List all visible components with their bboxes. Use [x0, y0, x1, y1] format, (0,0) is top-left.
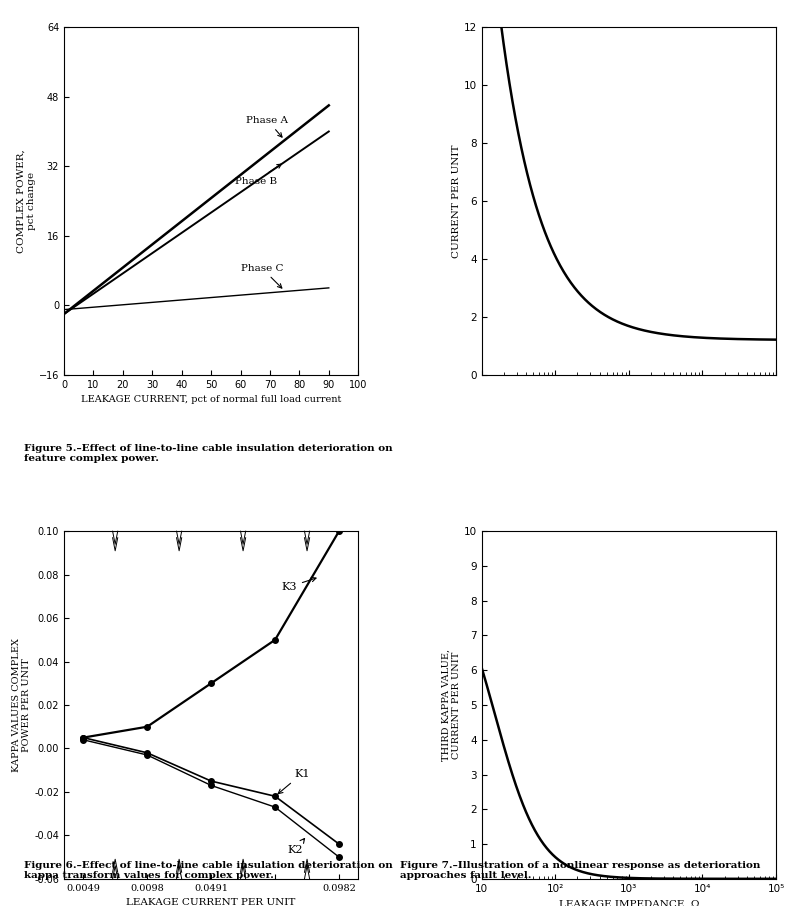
Text: Figure 6.–Effect of line-to-line cable insulation deterioration on
kappa transfo: Figure 6.–Effect of line-to-line cable i…: [24, 861, 393, 880]
Text: Phase C: Phase C: [241, 264, 283, 288]
X-axis label: LEAKAGE CURRENT, pct of normal full load current: LEAKAGE CURRENT, pct of normal full load…: [81, 395, 342, 404]
Text: K2: K2: [288, 839, 305, 854]
Y-axis label: CURRENT PER UNIT: CURRENT PER UNIT: [452, 144, 461, 257]
Y-axis label: THIRD KAPPA VALUE,
CURRENT PER UNIT: THIRD KAPPA VALUE, CURRENT PER UNIT: [442, 649, 461, 761]
Text: Figure 5.–Effect of line-to-line cable insulation deterioration on
feature compl: Figure 5.–Effect of line-to-line cable i…: [24, 444, 393, 463]
Text: Phase B: Phase B: [234, 164, 282, 186]
Text: K1: K1: [278, 768, 310, 794]
Text: K3: K3: [282, 577, 316, 592]
X-axis label: LEAKAGE IMPEDANCE, Ω: LEAKAGE IMPEDANCE, Ω: [558, 900, 699, 906]
X-axis label: LEAKAGE CURRENT PER UNIT: LEAKAGE CURRENT PER UNIT: [126, 898, 296, 906]
Text: Figure 7.–Illustration of a nonlinear response as deterioration
approaches fault: Figure 7.–Illustration of a nonlinear re…: [400, 861, 760, 880]
Y-axis label: COMPLEX POWER,
pct change: COMPLEX POWER, pct change: [17, 149, 36, 253]
Y-axis label: KAPPA VALUES COMPLEX
POWER PER UNIT: KAPPA VALUES COMPLEX POWER PER UNIT: [12, 638, 31, 772]
Text: Phase A: Phase A: [246, 116, 289, 137]
